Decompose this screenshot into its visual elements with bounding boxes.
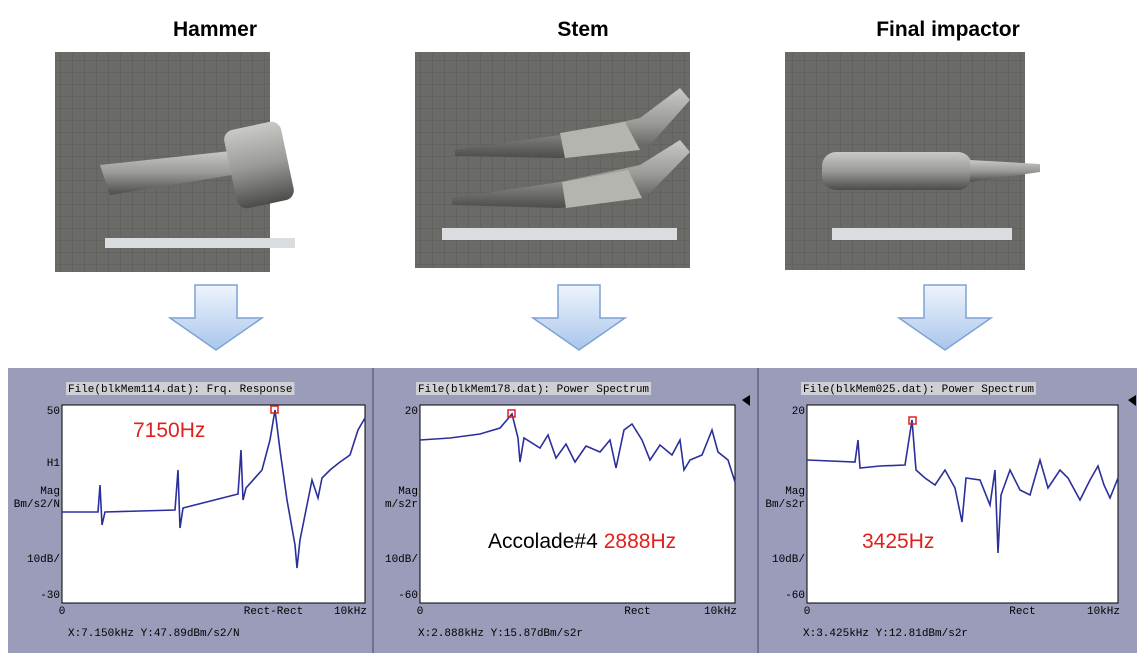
y-bottom-label: -30 [40, 590, 60, 602]
body: Hammer File(blkMem114.dat): Frq. Response… [0, 0, 1137, 653]
peak-annotation: 3425Hz [862, 530, 934, 553]
peak-frequency: 7150Hz [133, 419, 205, 442]
sample-name: Accolade#4 [488, 530, 598, 553]
plot-areas [62, 405, 1118, 603]
y-side-label: 10dB/ [772, 554, 805, 566]
panel-title: Hammer [173, 18, 257, 41]
page: Hammer, Stem, Final impactor spectra {"p… [0, 0, 1137, 653]
x-right-label: 10kHz [704, 606, 737, 618]
y-top-label: 20 [405, 406, 418, 418]
plot-header: File(blkMem114.dat): Frq. Response [68, 384, 292, 396]
panel-title: Stem [557, 18, 608, 41]
y-side-label: H1 [47, 458, 61, 470]
y-side-label: 10dB/ [27, 554, 60, 566]
panel-title: Final impactor [876, 18, 1020, 41]
readout: X:2.888kHz Y:15.87dBm/s2r [418, 628, 583, 640]
peak-annotation: 7150Hz [133, 419, 205, 442]
y-side-label: Mag [785, 486, 805, 498]
plot-header: File(blkMem178.dat): Power Spectrum [418, 384, 649, 396]
x-left-label: 0 [417, 606, 424, 618]
photo-stem [415, 52, 690, 268]
readout: X:3.425kHz Y:12.81dBm/s2r [803, 628, 968, 640]
photo-final-impactor [785, 52, 1040, 270]
photo-hammer [55, 52, 296, 272]
y-top-label: 50 [47, 406, 60, 418]
y-side-label: 10dB/ [385, 554, 418, 566]
y-side-label: Bm/s2/N [14, 499, 60, 511]
plot-header: File(blkMem025.dat): Power Spectrum [803, 384, 1034, 396]
x-mid-label: Rect [624, 606, 650, 618]
y-side-label: Bm/s2r [765, 499, 805, 511]
peak-annotation: Accolade#4 2888Hz [488, 530, 676, 553]
x-right-label: 10kHz [1087, 606, 1120, 618]
x-right-label: 10kHz [334, 606, 367, 618]
y-side-label: Mag [398, 486, 418, 498]
peak-frequency: 2888Hz [604, 530, 676, 553]
y-top-label: 20 [792, 406, 805, 418]
peak-frequency: 3425Hz [862, 530, 934, 553]
x-mid-label: Rect-Rect [244, 606, 303, 618]
arrows [170, 285, 991, 350]
readout: X:7.150kHz Y:47.89dBm/s2/N [68, 628, 240, 640]
y-side-label: m/s2r [385, 499, 418, 511]
figure: Hammer File(blkMem114.dat): Frq. Response… [0, 0, 1137, 653]
x-left-label: 0 [59, 606, 66, 618]
x-left-label: 0 [804, 606, 811, 618]
y-bottom-label: -60 [398, 590, 418, 602]
y-bottom-label: -60 [785, 590, 805, 602]
x-mid-label: Rect [1009, 606, 1035, 618]
y-side-label: Mag [40, 486, 60, 498]
